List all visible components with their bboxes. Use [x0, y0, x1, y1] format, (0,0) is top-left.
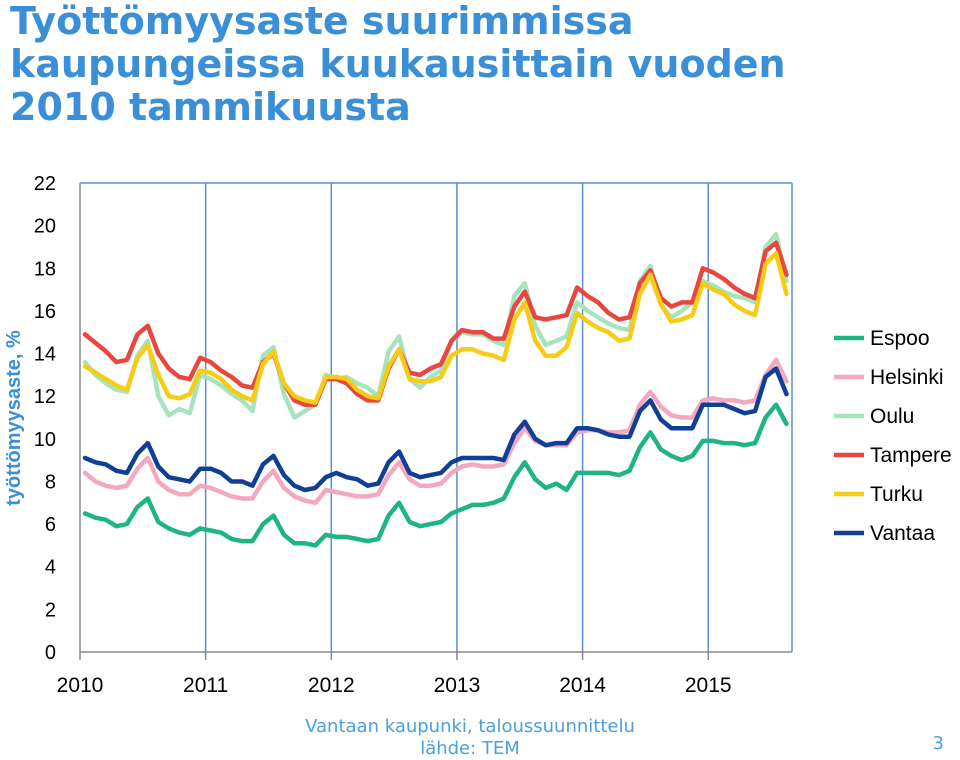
- legend-item-vantaa: Vantaa: [834, 522, 935, 545]
- y-tick-label: 12: [34, 386, 56, 408]
- legend-label: Turku: [870, 483, 923, 506]
- y-tick-label: 14: [34, 344, 56, 366]
- y-axis-label: työttömyysaste, %: [3, 330, 25, 506]
- y-tick-label: 2: [45, 599, 56, 621]
- x-tick-label: 2010: [57, 674, 104, 697]
- legend-label: Tampere: [870, 444, 952, 467]
- legend-item-espoo: Espoo: [834, 327, 930, 350]
- x-tick-label: 2011: [183, 674, 228, 697]
- x-tick-labels: 2010 2011 2012 2013 2014 2015: [57, 674, 732, 697]
- legend-item-helsinki: Helsinki: [834, 366, 944, 389]
- series-lines: [85, 234, 787, 545]
- series-vantaa: [85, 368, 787, 490]
- chart-legend: Espoo Helsinki Oulu Tampere Turku Vantaa: [834, 327, 952, 545]
- footer-source-label: lähde: TEM: [290, 738, 650, 760]
- page-number: 3: [933, 733, 944, 754]
- series-line-vantaa: [85, 369, 787, 491]
- y-tick-label: 6: [45, 514, 56, 536]
- legend-item-oulu: Oulu: [834, 405, 914, 428]
- legend-label: Oulu: [870, 405, 914, 428]
- legend-item-tampere: Tampere: [834, 444, 952, 467]
- x-tick-label: 2012: [308, 674, 355, 697]
- y-tick-labels: 0 2 4 6 8 10 12 14 16 18 20 22: [34, 173, 56, 664]
- unemployment-line-chart: 0 2 4 6 8 10 12 14 16 18 20 22 2010 2011 2012 2013 2014…: [0, 0, 960, 700]
- y-tick-label: 18: [34, 258, 56, 280]
- y-tick-label: 10: [34, 429, 56, 451]
- y-tick-label: 22: [34, 173, 56, 195]
- y-tick-label: 4: [45, 557, 56, 579]
- y-tick-label: 16: [34, 301, 56, 323]
- legend-item-turku: Turku: [834, 483, 923, 506]
- legend-label: Vantaa: [870, 522, 935, 545]
- legend-label: Espoo: [870, 327, 930, 350]
- y-tick-label: 0: [45, 642, 56, 664]
- y-tick-label: 8: [45, 471, 56, 493]
- chart-axes: [80, 183, 792, 660]
- footer-source: Vantaan kaupunki, taloussuunnittelu lähd…: [290, 716, 650, 760]
- y-tick-label: 20: [34, 216, 56, 238]
- x-tick-label: 2014: [559, 674, 606, 697]
- legend-label: Helsinki: [870, 366, 944, 389]
- x-tick-label: 2015: [685, 674, 732, 697]
- footer-credit: Vantaan kaupunki, taloussuunnittelu: [290, 716, 650, 738]
- x-tick-label: 2013: [434, 674, 481, 697]
